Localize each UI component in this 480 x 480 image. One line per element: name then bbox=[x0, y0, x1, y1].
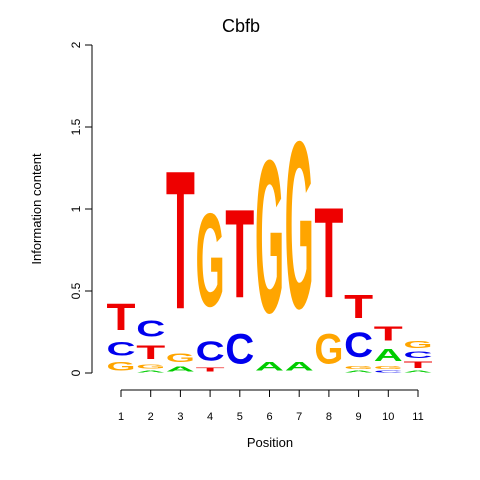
logo-column-5: CT bbox=[225, 185, 254, 373]
logo-letter-G: G bbox=[404, 338, 433, 350]
logo-letter-A: A bbox=[166, 365, 195, 373]
logo-letter-T: T bbox=[374, 322, 403, 345]
logo-letter-A: A bbox=[285, 360, 314, 373]
logo-letter-T: T bbox=[166, 131, 195, 351]
logo-letter-A: A bbox=[255, 360, 284, 373]
logo-letter-A: A bbox=[374, 345, 403, 365]
logo-letter-T: T bbox=[314, 180, 343, 325]
logo-column-4: TCG bbox=[196, 185, 225, 373]
logo-column-8: GT bbox=[314, 180, 343, 373]
logo-letter-G: G bbox=[136, 363, 165, 370]
x-tick-label: 2 bbox=[148, 411, 154, 423]
y-tick-label: 1.5 bbox=[69, 118, 83, 135]
y-tick-label: 2 bbox=[69, 41, 83, 48]
logo-letter-A: A bbox=[136, 370, 165, 373]
logo-letter-G: G bbox=[314, 326, 343, 373]
logo-letter-C: C bbox=[196, 336, 225, 367]
logo-letter-T: T bbox=[225, 185, 254, 325]
logo-letter-C: C bbox=[344, 325, 373, 364]
logo-letter-T: T bbox=[404, 360, 433, 370]
chart-title: Cbfb bbox=[222, 16, 260, 36]
logo-column-6: AG bbox=[255, 115, 284, 373]
y-tick-label: 1 bbox=[69, 205, 83, 212]
x-tick-label: 4 bbox=[207, 411, 213, 423]
logo-letter-G: G bbox=[344, 365, 373, 370]
logo-column-7: AG bbox=[285, 92, 314, 373]
logo-letter-G: G bbox=[166, 352, 195, 365]
y-axis-label: Information content bbox=[29, 153, 44, 265]
x-tick-label: 6 bbox=[266, 411, 272, 423]
x-axis: 1 2 3 4 5 6 7 8 9 10 11 bbox=[118, 389, 424, 423]
logo-letter-T: T bbox=[136, 342, 165, 364]
logo-letter-T: T bbox=[344, 288, 373, 326]
y-tick-label: 0.5 bbox=[69, 282, 83, 299]
logo-letter-G: G bbox=[374, 365, 403, 370]
y-tick-label: 0 bbox=[69, 369, 83, 376]
logo-column-3: AGT bbox=[166, 131, 195, 373]
logo-letter-C: C bbox=[374, 370, 403, 373]
x-tick-label: 10 bbox=[382, 411, 394, 423]
logo-letter-C: C bbox=[107, 339, 136, 360]
logo-letter-G: G bbox=[255, 115, 284, 359]
logo-letter-T: T bbox=[107, 297, 136, 339]
logo-letter-C: C bbox=[136, 315, 165, 341]
x-tick-label: 7 bbox=[296, 411, 302, 423]
x-tick-label: 5 bbox=[237, 411, 243, 423]
x-axis-label: Position bbox=[247, 435, 293, 450]
logo-letter-T: T bbox=[196, 367, 225, 374]
x-tick-label: 8 bbox=[326, 411, 332, 423]
logo-column-1: GCT bbox=[107, 297, 136, 373]
x-tick-label: 3 bbox=[177, 411, 183, 423]
logo-letter-C: C bbox=[225, 326, 254, 373]
y-axis: 0 0.5 1 1.5 2 bbox=[69, 41, 93, 376]
logo-letter-G: G bbox=[107, 360, 136, 373]
x-tick-label: 9 bbox=[356, 411, 362, 423]
logo-letter-G: G bbox=[196, 185, 225, 335]
x-tick-label: 11 bbox=[412, 411, 423, 423]
x-tick-label: 1 bbox=[118, 411, 124, 423]
logo-letter-C: C bbox=[404, 350, 433, 360]
logo-letter-G: G bbox=[285, 92, 314, 359]
logo-letter-A: A bbox=[404, 370, 433, 373]
logo-letter-A: A bbox=[344, 370, 373, 373]
